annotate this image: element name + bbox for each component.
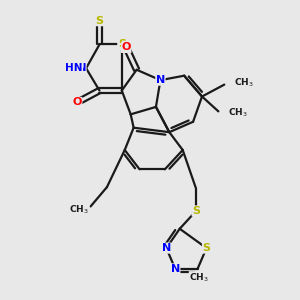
Text: HN: HN — [69, 63, 86, 73]
Text: O: O — [73, 98, 82, 107]
Text: O: O — [122, 43, 131, 52]
Text: N: N — [162, 243, 171, 253]
Text: CH$_3$: CH$_3$ — [189, 272, 209, 284]
Text: S: S — [118, 40, 126, 50]
Text: N: N — [156, 75, 165, 85]
Text: S: S — [192, 206, 200, 216]
Text: CH$_3$: CH$_3$ — [69, 204, 89, 216]
Text: N: N — [171, 264, 180, 274]
Text: S: S — [202, 243, 211, 253]
Text: CH$_3$: CH$_3$ — [228, 106, 248, 119]
Text: CH$_3$: CH$_3$ — [234, 77, 254, 89]
Text: S: S — [95, 16, 104, 26]
Text: HN: HN — [65, 63, 82, 73]
